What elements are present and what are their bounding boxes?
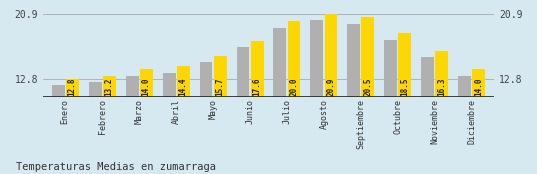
Bar	[347, 24, 360, 97]
Text: 12.8: 12.8	[68, 78, 77, 96]
Bar	[126, 76, 139, 97]
Bar	[324, 14, 337, 97]
Bar	[89, 82, 101, 97]
Text: 17.6: 17.6	[252, 78, 262, 96]
Bar	[66, 79, 78, 97]
Bar	[459, 76, 471, 97]
Text: 14.0: 14.0	[142, 78, 150, 96]
Bar	[103, 76, 115, 97]
Text: 18.5: 18.5	[401, 78, 409, 96]
Bar	[422, 57, 434, 97]
Bar	[436, 51, 448, 97]
Bar	[163, 73, 176, 97]
Text: 15.7: 15.7	[215, 78, 224, 96]
Bar	[200, 62, 213, 97]
Bar	[140, 69, 153, 97]
Text: 20.0: 20.0	[289, 78, 299, 96]
Text: 14.0: 14.0	[474, 78, 483, 96]
Bar	[236, 47, 250, 97]
Text: 13.2: 13.2	[105, 78, 114, 96]
Bar	[177, 66, 190, 97]
Text: 14.4: 14.4	[179, 78, 187, 96]
Text: 20.5: 20.5	[364, 78, 373, 96]
Bar	[251, 41, 264, 97]
Bar	[384, 40, 397, 97]
Bar	[287, 21, 301, 97]
Bar	[398, 33, 411, 97]
Bar	[52, 85, 64, 97]
Bar	[310, 21, 323, 97]
Bar	[473, 69, 485, 97]
Bar	[273, 28, 286, 97]
Text: Temperaturas Medias en zumarraga: Temperaturas Medias en zumarraga	[16, 162, 216, 172]
Text: 20.9: 20.9	[326, 78, 336, 96]
Bar	[214, 56, 227, 97]
Text: 16.3: 16.3	[438, 78, 446, 96]
Bar	[361, 17, 374, 97]
